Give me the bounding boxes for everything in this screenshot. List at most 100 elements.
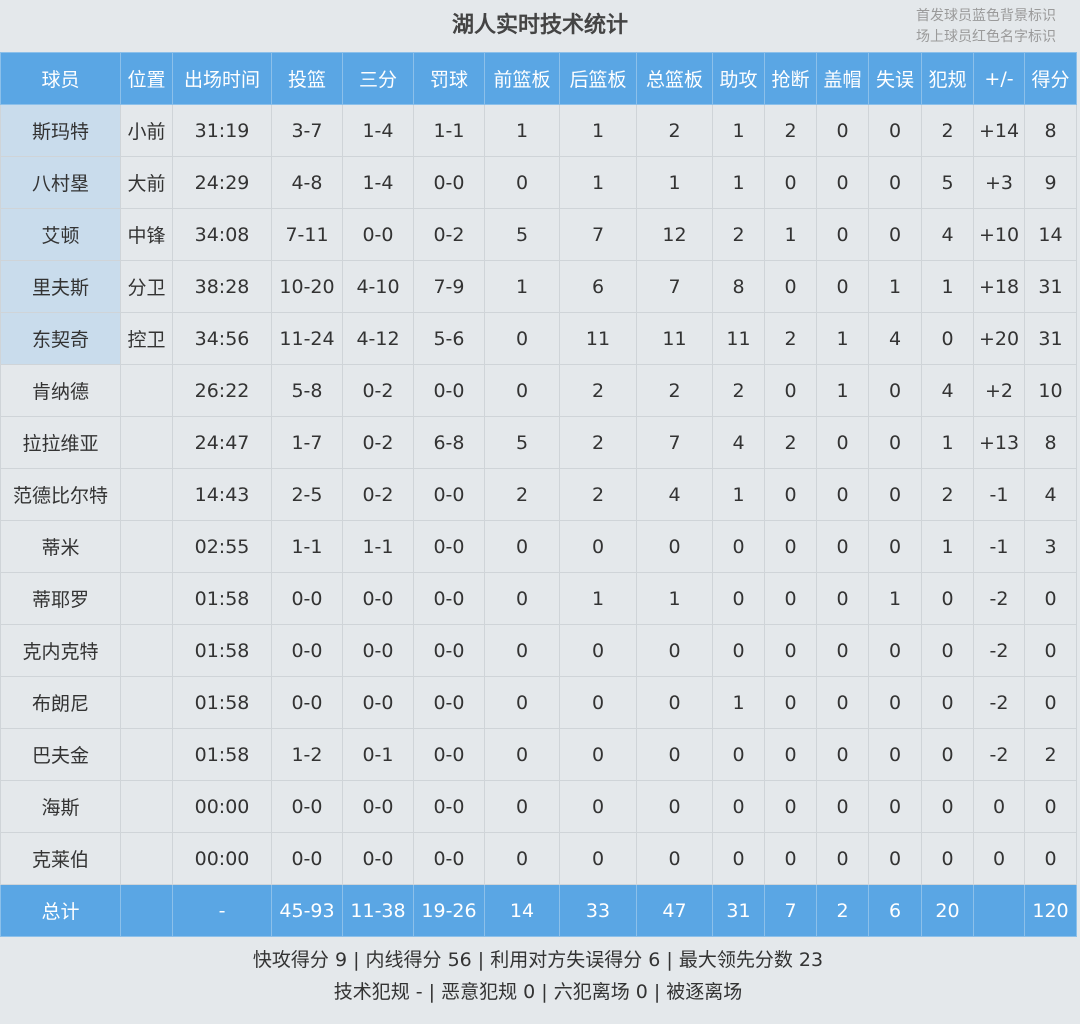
stat-cell: 3 (1024, 520, 1077, 573)
player-name[interactable]: 肯纳德 (0, 364, 121, 417)
stat-cell: 2 (636, 364, 713, 417)
total-cell: 45-93 (271, 884, 343, 937)
column-header[interactable]: 失误 (868, 52, 922, 105)
player-name[interactable]: 海斯 (0, 780, 121, 833)
player-name[interactable]: 蒂耶罗 (0, 572, 121, 625)
column-header[interactable]: 盖帽 (816, 52, 869, 105)
stat-cell: 11-24 (271, 312, 343, 365)
stat-cell: 2 (1024, 728, 1077, 781)
player-name[interactable]: 布朗尼 (0, 676, 121, 729)
stat-cell: 0 (816, 208, 869, 261)
stat-cell: 0 (484, 572, 560, 625)
column-header[interactable]: 助攻 (712, 52, 765, 105)
column-header[interactable]: 投篮 (271, 52, 343, 105)
stat-cell: 0 (973, 780, 1025, 833)
stat-cell: +14 (973, 104, 1025, 157)
stat-cell: 0 (921, 728, 974, 781)
stat-cell (120, 832, 173, 885)
column-header[interactable]: +/- (973, 52, 1025, 105)
stat-cell: 0 (1024, 624, 1077, 677)
player-name[interactable]: 里夫斯 (0, 260, 121, 313)
stat-cell: 0 (484, 624, 560, 677)
player-name[interactable]: 克莱伯 (0, 832, 121, 885)
stat-cell: 0-0 (413, 676, 485, 729)
total-cell: 11-38 (342, 884, 414, 937)
stat-cell: 0 (921, 624, 974, 677)
stat-cell: 0-0 (271, 832, 343, 885)
column-header[interactable]: 三分 (342, 52, 414, 105)
player-name[interactable]: 拉拉维亚 (0, 416, 121, 469)
player-name[interactable]: 克内克特 (0, 624, 121, 677)
player-name[interactable]: 巴夫金 (0, 728, 121, 781)
total-cell: 31 (712, 884, 765, 937)
stat-cell: 2 (764, 312, 817, 365)
stat-cell: 24:47 (172, 416, 272, 469)
total-cell: 6 (868, 884, 922, 937)
legend-note: 首发球员蓝色背景标识 场上球员红色名字标识 (916, 6, 1056, 48)
column-header[interactable]: 得分 (1024, 52, 1077, 105)
player-row: 里夫斯 分卫 38:28 10-20 4-10 7-9 1 6 7 8 0 0 1 1 +18 31 (0, 260, 1077, 313)
stat-cell: -2 (973, 728, 1025, 781)
stat-cell (120, 624, 173, 677)
stat-cell: 14 (1024, 208, 1077, 261)
totals-row: 总计 -45-93 11-38 19-26 14 33 47 31 7 2 6 20 120 (0, 884, 1077, 937)
player-name[interactable]: 蒂米 (0, 520, 121, 573)
stat-cell: 0-2 (342, 468, 414, 521)
player-name[interactable]: 斯玛特 (0, 104, 121, 157)
stat-cell: 0-0 (413, 520, 485, 573)
stat-cell: 2 (559, 468, 637, 521)
total-cell: 120 (1024, 884, 1077, 937)
stat-cell: 0 (816, 624, 869, 677)
stat-cell: 6 (559, 260, 637, 313)
column-header[interactable]: 位置 (120, 52, 173, 105)
stat-cell: 4 (921, 364, 974, 417)
player-name[interactable]: 范德比尔特 (0, 468, 121, 521)
stat-cell: 2 (764, 416, 817, 469)
column-header[interactable]: 出场时间 (172, 52, 272, 105)
stat-cell: 1 (868, 572, 922, 625)
stat-cell: 0 (764, 780, 817, 833)
stat-cell: 5-8 (271, 364, 343, 417)
player-row: 艾顿 中锋 34:08 7-11 0-0 0-2 5 7 12 2 1 0 0 4 +10 14 (0, 208, 1077, 261)
stat-cell: 0-0 (413, 468, 485, 521)
stat-cell: 2 (764, 104, 817, 157)
stat-cell (120, 364, 173, 417)
stat-cell: 0 (921, 832, 974, 885)
stat-cell: 0 (712, 572, 765, 625)
stat-cell: 0-0 (342, 676, 414, 729)
player-name[interactable]: 东契奇 (0, 312, 121, 365)
stat-cell: 0 (816, 156, 869, 209)
stat-cell: 0 (764, 468, 817, 521)
stat-cell: 4 (712, 416, 765, 469)
column-header[interactable]: 罚球 (413, 52, 485, 105)
column-header[interactable]: 犯规 (921, 52, 974, 105)
player-name[interactable]: 八村塁 (0, 156, 121, 209)
total-cell: - (172, 884, 272, 937)
stat-cell: 2 (636, 104, 713, 157)
column-header[interactable]: 抢断 (764, 52, 817, 105)
player-row: 拉拉维亚 24:47 1-7 0-2 6-8 5 2 7 4 2 0 0 1 +13 8 (0, 416, 1077, 469)
stat-cell (120, 520, 173, 573)
stat-cell: 0 (764, 520, 817, 573)
stat-cell: 1 (712, 468, 765, 521)
stat-cell: 1 (921, 520, 974, 573)
stat-cell: 0 (764, 260, 817, 313)
stat-cell: 0 (559, 624, 637, 677)
stat-cell: 0 (559, 728, 637, 781)
stat-cell: 4 (868, 312, 922, 365)
stat-cell: 0-0 (413, 728, 485, 781)
column-header[interactable]: 前篮板 (484, 52, 560, 105)
column-header[interactable]: 后篮板 (559, 52, 637, 105)
stat-cell (120, 468, 173, 521)
stat-cell: 11 (559, 312, 637, 365)
stat-cell: 31 (1024, 312, 1077, 365)
stat-cell: 0 (484, 832, 560, 885)
stat-cell: 0-0 (413, 156, 485, 209)
column-header[interactable]: 球员 (0, 52, 121, 105)
column-header[interactable]: 总篮板 (636, 52, 713, 105)
player-name[interactable]: 艾顿 (0, 208, 121, 261)
stat-cell: 01:58 (172, 624, 272, 677)
stat-cell: -2 (973, 624, 1025, 677)
stat-cell: 01:58 (172, 676, 272, 729)
stat-cell (120, 676, 173, 729)
